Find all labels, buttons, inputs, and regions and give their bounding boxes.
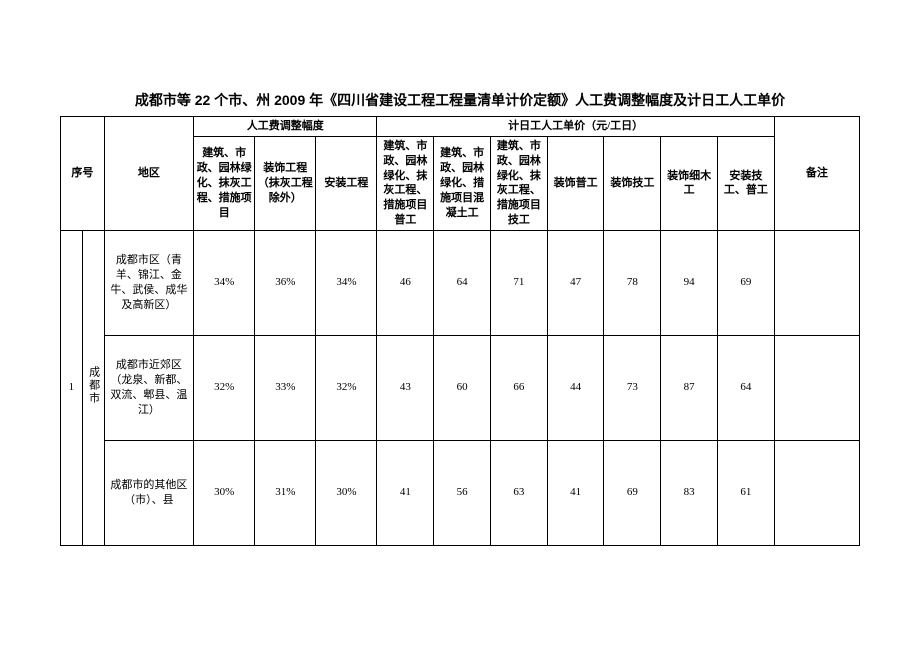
- cell-p-b: 56: [434, 440, 491, 545]
- cell-remark: [774, 230, 859, 335]
- cell-area: 成都市区（青羊、锦江、金牛、武侯、成华及高新区）: [104, 230, 193, 335]
- cell-seq: 1: [61, 230, 83, 545]
- cell-p-c: 71: [490, 230, 547, 335]
- cell-remark: [774, 440, 859, 545]
- cell-adj-a: 30%: [194, 440, 255, 545]
- table-row: 1 成都市 成都市区（青羊、锦江、金牛、武侯、成华及高新区） 34% 36% 3…: [61, 230, 860, 335]
- cell-p-f: 87: [661, 335, 718, 440]
- th-adj-b: 装饰工程（抹灰工程除外）: [255, 136, 316, 230]
- page-title: 成都市等 22 个市、州 2009 年《四川省建设工程工程量清单计价定额》人工费…: [60, 90, 860, 110]
- cell-p-a: 46: [377, 230, 434, 335]
- th-group-price: 计日工人工单价（元/工日）: [377, 117, 774, 137]
- table-row: 成都市近郊区（龙泉、新都、双流、郫县、温江） 32% 33% 32% 43 60…: [61, 335, 860, 440]
- cell-p-b: 60: [434, 335, 491, 440]
- th-price-f: 装饰细木工: [661, 136, 718, 230]
- cell-p-d: 44: [547, 335, 604, 440]
- th-group-adj: 人工费调整幅度: [194, 117, 377, 137]
- cell-p-d: 41: [547, 440, 604, 545]
- cell-adj-c: 32%: [316, 335, 377, 440]
- th-price-a: 建筑、市政、园林绿化、抹灰工程、措施项目普工: [377, 136, 434, 230]
- cell-adj-b: 33%: [255, 335, 316, 440]
- cell-p-a: 43: [377, 335, 434, 440]
- cell-adj-a: 32%: [194, 335, 255, 440]
- th-seq: 序号: [61, 117, 105, 231]
- cell-adj-c: 30%: [316, 440, 377, 545]
- table-row: 成都市的其他区（市）、县 30% 31% 30% 41 56 63 41 69 …: [61, 440, 860, 545]
- cell-p-f: 94: [661, 230, 718, 335]
- cell-p-g: 64: [717, 335, 774, 440]
- cell-adj-b: 36%: [255, 230, 316, 335]
- cell-adj-a: 34%: [194, 230, 255, 335]
- th-price-e: 装饰技工: [604, 136, 661, 230]
- th-price-c: 建筑、市政、园林绿化、抹灰工程、措施项目技工: [490, 136, 547, 230]
- document-page: 成都市等 22 个市、州 2009 年《四川省建设工程工程量清单计价定额》人工费…: [0, 0, 920, 566]
- cell-p-e: 73: [604, 335, 661, 440]
- th-adj-c: 安装工程: [316, 136, 377, 230]
- cell-p-c: 66: [490, 335, 547, 440]
- cell-remark: [774, 335, 859, 440]
- cell-p-e: 78: [604, 230, 661, 335]
- th-price-d: 装饰普工: [547, 136, 604, 230]
- cell-adj-c: 34%: [316, 230, 377, 335]
- cell-adj-b: 31%: [255, 440, 316, 545]
- th-price-b: 建筑、市政、园林绿化、措施项目混凝土工: [434, 136, 491, 230]
- cell-p-g: 61: [717, 440, 774, 545]
- cell-p-g: 69: [717, 230, 774, 335]
- cell-city: 成都市: [82, 230, 104, 545]
- cell-p-f: 83: [661, 440, 718, 545]
- cell-p-d: 47: [547, 230, 604, 335]
- cell-p-c: 63: [490, 440, 547, 545]
- pricing-table: 序号 地区 人工费调整幅度 计日工人工单价（元/工日） 备注 建筑、市政、园林绿…: [60, 116, 860, 546]
- cell-p-e: 69: [604, 440, 661, 545]
- th-area: 地区: [104, 117, 193, 231]
- cell-area: 成都市近郊区（龙泉、新都、双流、郫县、温江）: [104, 335, 193, 440]
- th-remark: 备注: [774, 117, 859, 231]
- cell-p-b: 64: [434, 230, 491, 335]
- city-name: 成都市: [86, 366, 101, 405]
- cell-p-a: 41: [377, 440, 434, 545]
- th-price-g: 安装技工、普工: [717, 136, 774, 230]
- th-adj-a: 建筑、市政、园林绿化、抹灰工程、措施项目: [194, 136, 255, 230]
- cell-area: 成都市的其他区（市）、县: [104, 440, 193, 545]
